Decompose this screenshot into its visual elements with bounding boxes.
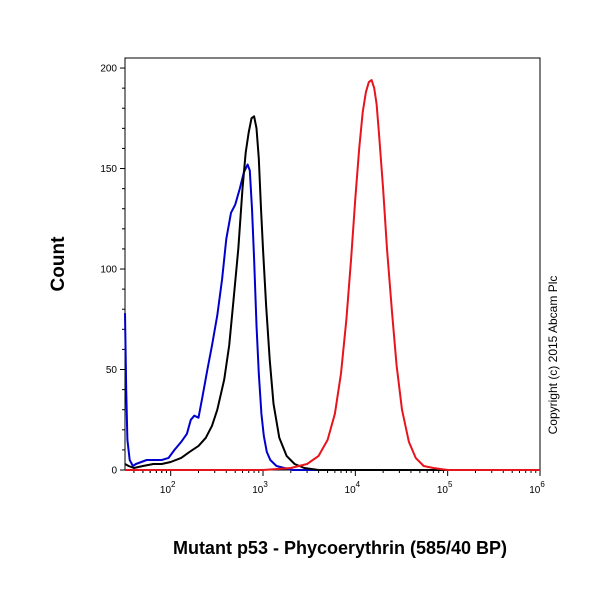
x-tick-label: 105 — [437, 480, 453, 496]
series-line-2 — [124, 115, 540, 471]
y-tick-label: 150 — [100, 164, 117, 175]
series-line-1 — [124, 163, 540, 471]
x-tick-label: 102 — [160, 480, 176, 496]
series-line-3 — [125, 79, 540, 471]
copyright-annotation: Copyright (c) 2015 Abcam Plc — [546, 276, 560, 435]
y-tick-label: 0 — [111, 466, 117, 477]
y-axis: 0 50 100 150 200 — [100, 64, 125, 477]
y-axis-title: Count — [48, 236, 69, 292]
x-axis: 102 103 104 105 106 — [133, 470, 545, 496]
x-axis-title: Mutant p53 - Phycoerythrin (585/40 BP) — [173, 538, 507, 558]
x-tick-label: 103 — [252, 480, 268, 496]
y-tick-label: 200 — [100, 64, 117, 75]
x-tick-label: 104 — [345, 480, 361, 496]
plot-frame — [124, 57, 541, 471]
y-tick-label: 100 — [100, 265, 117, 276]
series-group — [124, 79, 540, 471]
y-tick-label: 50 — [106, 365, 118, 376]
x-tick-label: 106 — [529, 480, 545, 496]
